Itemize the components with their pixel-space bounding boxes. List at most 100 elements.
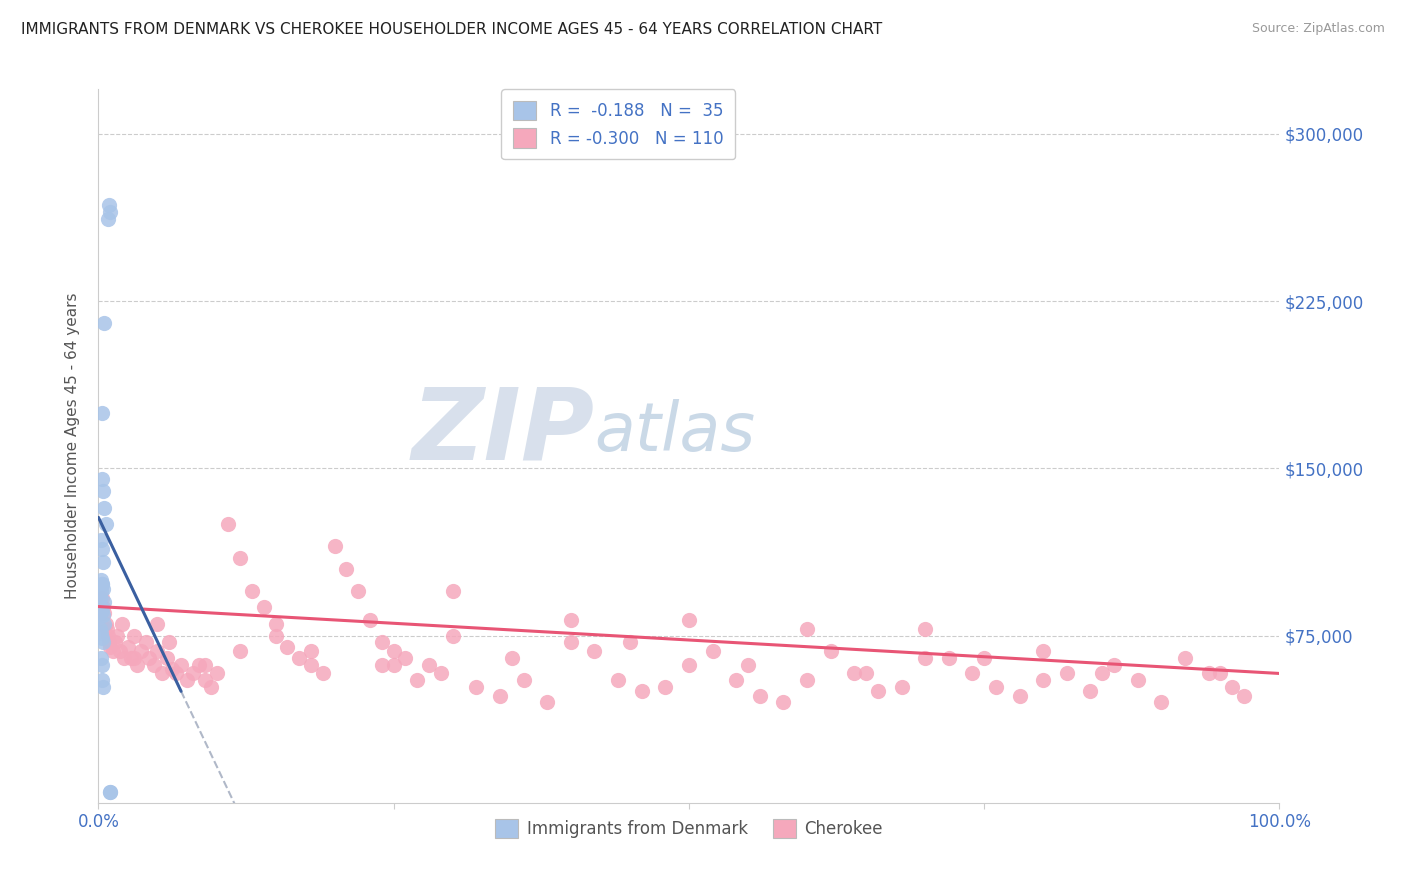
Point (176, 673, 198, 687)
Point (146, 617, 169, 632)
Point (217, 516, 239, 531)
Point (866, 684, 889, 698)
Point (122, 628, 145, 642)
Point (89, 607, 111, 621)
Point (111, 617, 134, 632)
Point (796, 622, 818, 636)
Point (91, 608, 114, 623)
Point (90, 583, 112, 598)
Point (1056, 666, 1078, 681)
Point (772, 696, 794, 710)
Point (98, 785, 121, 799)
Point (725, 673, 748, 687)
Legend: Immigrants from Denmark, Cherokee: Immigrants from Denmark, Cherokee (488, 812, 890, 845)
Point (101, 644, 124, 658)
Point (112, 651, 135, 665)
Point (93, 595, 115, 609)
Point (702, 644, 724, 658)
Point (165, 666, 187, 681)
Point (299, 657, 322, 672)
Point (94, 516, 117, 531)
Point (748, 689, 770, 703)
Point (465, 680, 488, 694)
Point (359, 613, 381, 627)
Point (91, 591, 114, 605)
Point (264, 628, 287, 642)
Point (98, 204, 121, 219)
Point (91, 541, 114, 556)
Point (253, 599, 276, 614)
Point (796, 673, 818, 687)
Point (914, 622, 936, 636)
Point (91, 635, 114, 649)
Point (560, 635, 582, 649)
Point (138, 651, 160, 665)
Point (97, 628, 120, 642)
Point (105, 628, 128, 642)
Point (1032, 644, 1054, 658)
Point (654, 680, 676, 694)
Point (91, 577, 114, 591)
Point (394, 651, 416, 665)
Point (93, 617, 115, 632)
Point (96, 622, 118, 636)
Point (146, 644, 169, 658)
Point (91, 483, 114, 498)
Y-axis label: Householder Income Ages 45 - 64 years: Householder Income Ages 45 - 64 years (65, 293, 80, 599)
Point (91, 472, 114, 486)
Point (820, 644, 842, 658)
Point (90, 533, 112, 547)
Point (371, 635, 394, 649)
Text: ZIP: ZIP (412, 384, 595, 480)
Point (371, 657, 394, 672)
Point (984, 680, 1007, 694)
Point (91, 604, 114, 618)
Point (98, 198, 121, 212)
Point (91, 405, 114, 419)
Point (91, 631, 114, 645)
Point (1174, 651, 1197, 665)
Point (418, 657, 440, 672)
Point (229, 644, 252, 658)
Point (98, 785, 121, 799)
Point (90, 599, 112, 614)
Point (93, 607, 115, 621)
Point (1126, 673, 1149, 687)
Point (406, 673, 429, 687)
Point (264, 617, 287, 632)
Point (98, 635, 121, 649)
Point (1220, 680, 1243, 694)
Point (94, 617, 117, 632)
Point (536, 696, 558, 710)
Point (90, 626, 112, 640)
Point (276, 640, 298, 654)
Point (1102, 657, 1125, 672)
Point (441, 583, 464, 598)
Point (489, 689, 512, 703)
Point (288, 651, 311, 665)
Point (844, 666, 866, 681)
Point (560, 613, 582, 627)
Point (205, 666, 228, 681)
Point (938, 651, 960, 665)
Point (97, 211, 120, 226)
Point (122, 651, 145, 665)
Point (678, 613, 700, 627)
Point (630, 684, 652, 698)
Point (142, 657, 165, 672)
Point (1233, 689, 1256, 703)
Point (170, 657, 193, 672)
Point (323, 539, 346, 553)
Point (229, 550, 252, 565)
Point (441, 628, 464, 642)
Point (91, 555, 114, 569)
Point (312, 666, 335, 681)
Point (501, 651, 523, 665)
Point (194, 673, 217, 687)
Point (89, 622, 111, 636)
Text: atlas: atlas (595, 399, 755, 465)
Point (157, 635, 180, 649)
Point (890, 680, 912, 694)
Point (194, 657, 217, 672)
Point (91, 673, 114, 687)
